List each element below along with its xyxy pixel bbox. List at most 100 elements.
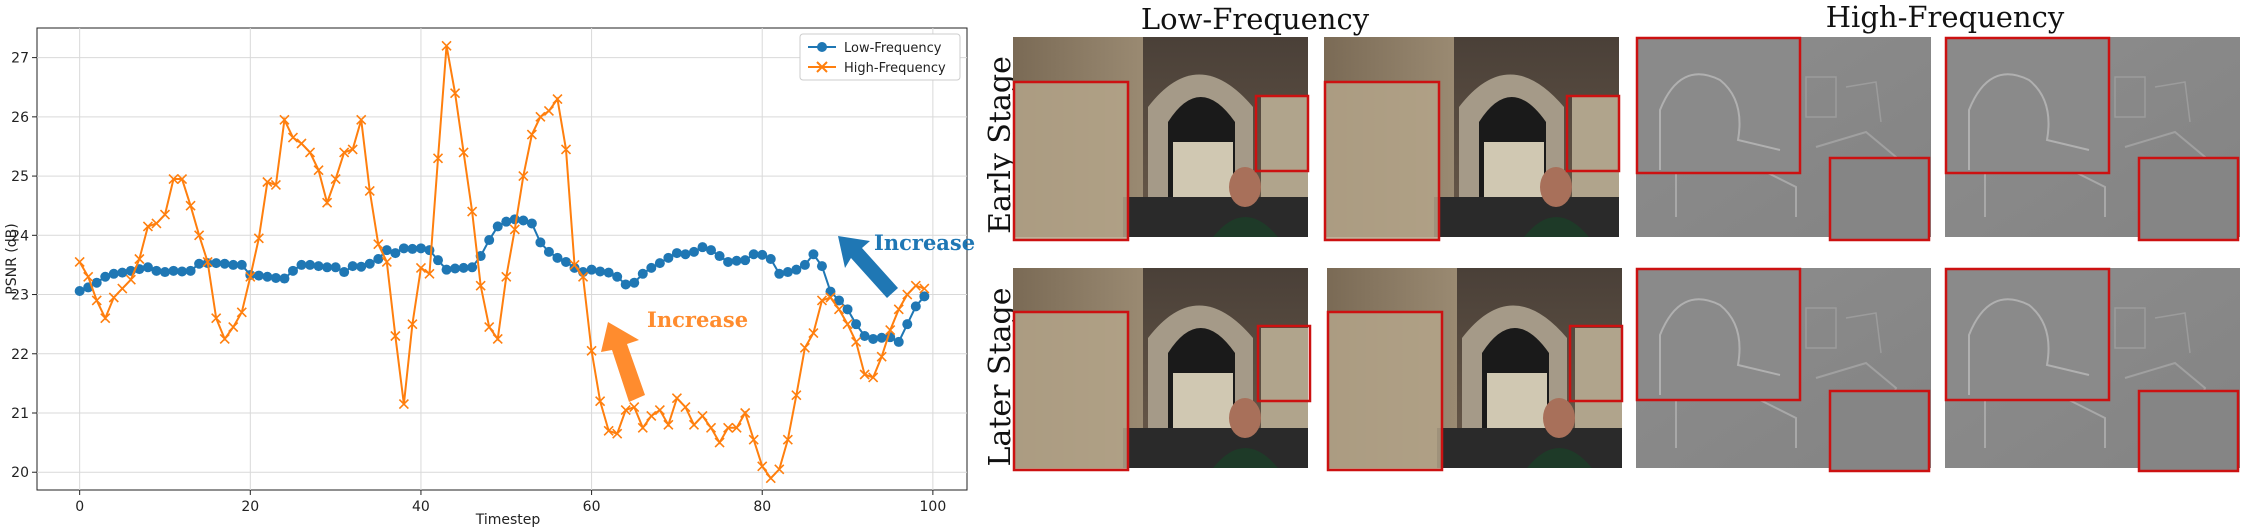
row-label-early-stage: Early Stage [983, 56, 1018, 234]
data-point [586, 345, 597, 356]
data-point [415, 262, 427, 273]
data-point [151, 265, 162, 276]
data-point [347, 144, 358, 155]
data-point [142, 262, 153, 273]
data-point [313, 261, 324, 272]
data-point [253, 233, 264, 244]
series-high-frequency [74, 40, 930, 484]
data-point [185, 200, 196, 211]
data-point [159, 267, 170, 278]
row-label-later-stage: Later Stage [983, 288, 1018, 467]
data-point [108, 268, 119, 279]
data-point [279, 114, 290, 125]
data-point [791, 390, 802, 401]
data-point [526, 218, 537, 229]
data-point [919, 291, 930, 302]
data-point [688, 419, 700, 430]
data-point [723, 422, 734, 433]
data-point [910, 280, 921, 291]
annotation-increase-orange: Increase [647, 307, 748, 332]
data-point [364, 185, 375, 196]
data-point [373, 239, 384, 250]
data-point [688, 246, 699, 257]
data-point [868, 333, 879, 344]
data-point [774, 464, 785, 475]
data-point [748, 434, 759, 445]
data-point [398, 243, 409, 254]
data-point [501, 216, 512, 227]
data-point [245, 271, 256, 282]
data-point [432, 153, 444, 164]
data-point [518, 171, 529, 182]
data-point [356, 261, 367, 272]
data-point [740, 407, 751, 419]
y-tick-label: 24 [11, 228, 29, 244]
data-point [902, 319, 913, 330]
y-tick-label: 27 [11, 51, 29, 67]
legend: Low-Frequency High-Frequency [799, 33, 961, 81]
y-tick-labels: 20 21 22 23 24 25 26 27 [11, 51, 37, 481]
data-point [612, 428, 623, 439]
y-tick-label: 21 [11, 406, 29, 422]
data-point [799, 342, 810, 353]
data-point [159, 209, 171, 220]
data-point [262, 271, 273, 282]
data-point [202, 256, 213, 268]
data-point [492, 333, 503, 345]
data-point [706, 245, 717, 256]
data-point [407, 243, 418, 254]
later-high-frequency-image-2 [1944, 267, 2241, 473]
data-point [654, 404, 665, 416]
data-point [782, 267, 793, 278]
data-point [219, 258, 230, 269]
series-layer [74, 40, 930, 484]
data-point [211, 258, 222, 269]
data-point [305, 259, 316, 270]
data-point [296, 138, 307, 149]
data-point [168, 265, 179, 276]
data-point [151, 218, 162, 229]
data-point [560, 256, 571, 267]
data-point [731, 255, 742, 266]
data-point [330, 173, 341, 185]
y-tick-label: 26 [11, 110, 29, 126]
data-point [697, 242, 708, 253]
data-point [270, 272, 281, 283]
data-point [433, 255, 444, 266]
data-point [450, 263, 461, 274]
data-point [552, 94, 563, 105]
legend-marker-low [817, 42, 827, 52]
data-point [885, 325, 896, 336]
data-point [586, 264, 597, 275]
data-point [100, 313, 111, 324]
data-point [791, 264, 802, 275]
increase-arrow-orange [601, 322, 645, 402]
data-point [228, 322, 239, 333]
data-point [108, 292, 119, 303]
data-point [100, 271, 111, 282]
data-point [322, 197, 333, 208]
legend-label-low: Low-Frequency [844, 41, 942, 56]
data-point [467, 262, 478, 273]
data-point [347, 261, 358, 272]
data-point [356, 114, 367, 125]
data-point [142, 221, 153, 232]
data-point [279, 273, 290, 284]
data-point [723, 256, 734, 267]
y-tick-label: 23 [11, 288, 29, 304]
data-point [680, 402, 691, 413]
y-axis-label: PSNR (dB) [4, 223, 20, 294]
data-point [253, 270, 264, 281]
data-point [74, 285, 85, 296]
data-point [799, 259, 810, 270]
data-point [595, 266, 606, 277]
data-point [782, 434, 793, 445]
legend-marker-high [816, 61, 828, 73]
data-point [774, 268, 785, 279]
data-point [458, 262, 469, 273]
data-point [441, 40, 452, 51]
early-high-frequency-image-2 [1944, 36, 2241, 242]
data-point [287, 265, 298, 276]
data-point [637, 422, 648, 433]
data-point [74, 256, 85, 268]
